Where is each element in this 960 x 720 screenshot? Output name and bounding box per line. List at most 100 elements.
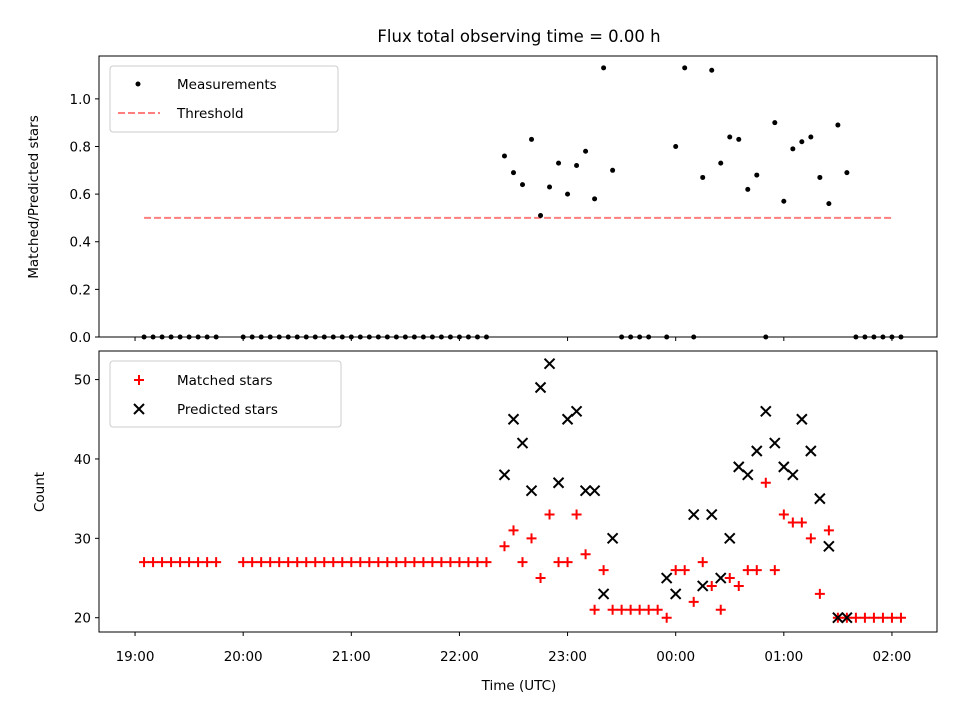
measurement-point: [844, 170, 850, 176]
predicted-star-point: [606, 532, 619, 545]
top-legend-box: [109, 65, 339, 133]
matched-star-point: [868, 612, 879, 623]
matched-star-point: [517, 557, 528, 568]
x-tick-label: 01:00: [764, 649, 803, 665]
matched-star-point: [850, 612, 861, 623]
measurement-point: [601, 65, 607, 71]
bottom-y-tick-label: 40: [74, 452, 91, 468]
top-y-tick-label: 0.0: [70, 330, 91, 346]
matched-star-point: [616, 604, 627, 615]
matched-star-point: [724, 573, 735, 584]
matched-star-point: [445, 557, 456, 568]
matched-star-point: [769, 565, 780, 576]
measurement-point: [736, 136, 742, 142]
matched-star-point: [895, 612, 906, 623]
bottom-marks: [139, 357, 906, 624]
measurement-point: [826, 201, 832, 207]
predicted-star-point: [760, 405, 772, 418]
matched-star-point: [553, 557, 564, 568]
top-y-tick-label: 0.6: [70, 187, 91, 203]
matched-star-point: [598, 565, 609, 576]
matched-star-point: [373, 557, 384, 568]
predicted-star-point: [841, 612, 853, 624]
measurement-point: [574, 163, 580, 169]
matched-star-point: [247, 557, 258, 568]
matched-star-point: [184, 557, 195, 568]
predicted-star-point: [516, 437, 529, 449]
predicted-star-point: [697, 580, 709, 592]
measurement-point: [583, 148, 589, 154]
matched-star-point: [139, 557, 150, 568]
measurement-point: [610, 167, 616, 173]
matched-star-point: [166, 557, 177, 568]
matched-star-point: [625, 604, 636, 615]
matched-star-point: [310, 557, 321, 568]
matched-star-point: [886, 612, 897, 623]
bottom-legend: Matched stars Predicted stars: [109, 360, 342, 428]
bottom-y-tick-label: 30: [74, 531, 91, 547]
legend-measurements-marker: [135, 81, 141, 87]
measurement-point: [808, 134, 814, 140]
predicted-star-point: [597, 588, 610, 600]
chart-title: Flux total observing time = 0.00 h: [377, 27, 660, 46]
predicted-star-point: [715, 572, 727, 584]
matched-star-point: [238, 557, 249, 568]
matched-star-point: [463, 557, 474, 568]
measurement-point: [501, 153, 507, 159]
top-plot-frame: [98, 55, 938, 338]
matched-star-point: [652, 604, 663, 615]
matched-star-point: [292, 557, 303, 568]
x-tick-label: 02:00: [872, 649, 911, 665]
matched-star-point: [643, 604, 654, 615]
matched-star-point: [355, 557, 366, 568]
measurement-point: [754, 172, 760, 178]
predicted-star-point: [534, 381, 547, 394]
x-tick-label: 21:00: [332, 649, 371, 665]
predicted-star-point: [787, 469, 799, 481]
matched-star-point: [436, 557, 447, 568]
measurement-point: [556, 160, 562, 166]
matched-star-point: [526, 533, 537, 544]
matched-star-point: [562, 557, 573, 568]
matched-star-point: [679, 565, 690, 576]
matched-star-point: [508, 525, 519, 536]
legend-measurements-label: Measurements: [177, 77, 277, 93]
predicted-star-point: [543, 357, 556, 370]
measurement-point: [835, 122, 841, 128]
bottom-plot-frame: [98, 350, 938, 633]
top-y-axis-label: Matched/Predicted stars: [26, 115, 42, 278]
predicted-star-point: [832, 612, 844, 624]
matched-star-point: [481, 557, 492, 568]
matched-star-point: [319, 557, 330, 568]
predicted-star-point: [507, 413, 520, 425]
predicted-star-point: [733, 461, 745, 473]
measurement-point: [682, 65, 688, 71]
bottom-ticks: 19:00 20:00 21:00 22:00 23:00 00:00 01:00 02:00…: [74, 373, 912, 665]
top-marks: [141, 65, 904, 340]
matched-star-point: [697, 557, 708, 568]
top-y-tick-label: 1.0: [70, 92, 91, 108]
matched-star-point: [337, 557, 348, 568]
matched-star-point: [157, 557, 168, 568]
matched-star-point: [733, 580, 744, 591]
measurement-point: [817, 174, 823, 180]
measurement-point: [745, 186, 751, 192]
legend-predicted-label: Predicted stars: [177, 402, 278, 418]
matched-star-point: [274, 557, 285, 568]
predicted-star-point: [706, 508, 718, 521]
x-tick-label: 00:00: [656, 649, 695, 665]
predicted-star-point: [751, 445, 763, 457]
measurement-point: [520, 182, 526, 188]
x-tick-label: 19:00: [116, 649, 155, 665]
matched-star-point: [787, 517, 798, 528]
predicted-star-point: [561, 413, 574, 425]
predicted-star-point: [769, 437, 781, 449]
matched-star-point: [670, 565, 681, 576]
bottom-y-tick-label: 20: [74, 611, 91, 627]
matched-star-point: [751, 565, 762, 576]
measurement-point: [592, 196, 598, 202]
matched-star-point: [778, 509, 789, 520]
matched-star-point: [760, 477, 771, 488]
measurement-point: [510, 170, 516, 176]
